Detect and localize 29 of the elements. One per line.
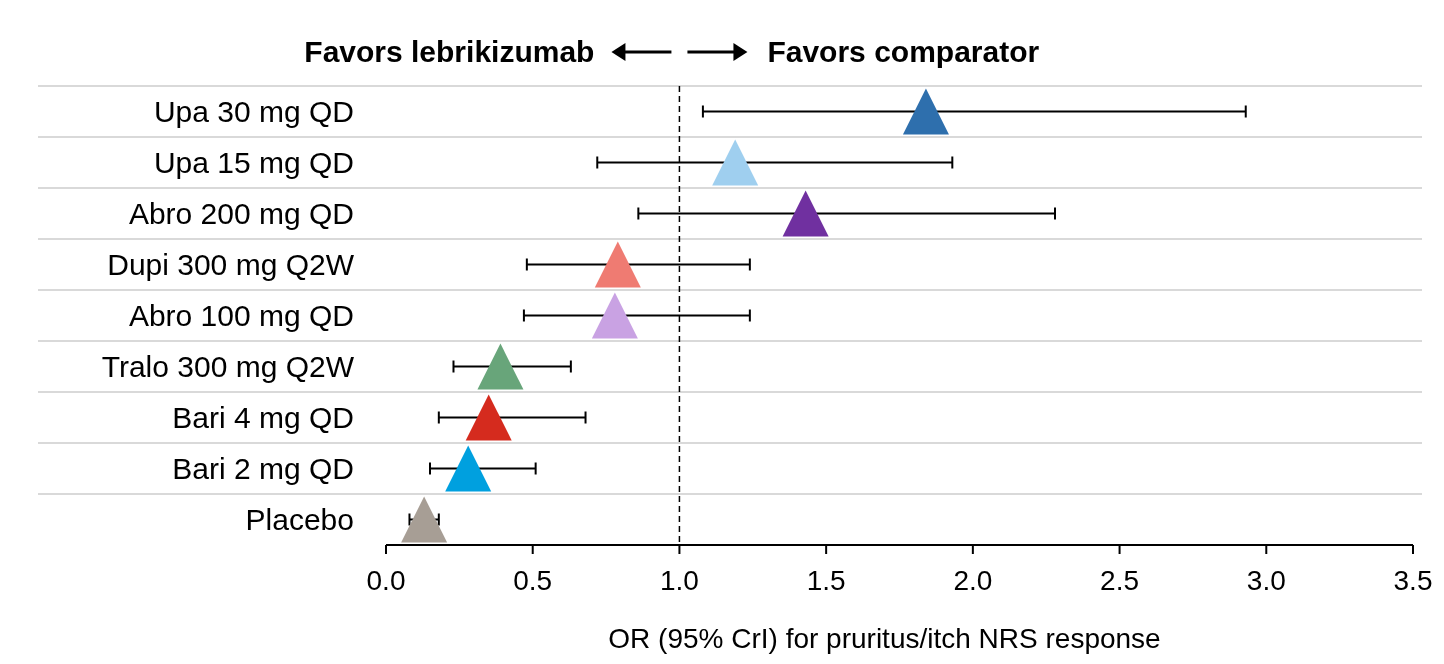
point	[465, 394, 512, 441]
x-tick-label: 0.5	[513, 565, 553, 596]
point	[477, 343, 524, 390]
point	[401, 496, 448, 543]
y-tick-label: Bari 4 mg QD	[172, 401, 354, 434]
text: Favors lebrikizumab	[304, 35, 595, 68]
y-tick-label: Tralo 300 mg Q2W	[101, 350, 355, 383]
y-tick-label: Upa 15 mg QD	[153, 146, 354, 179]
text: Favors comparator	[767, 35, 1040, 68]
point	[591, 292, 638, 339]
x-axis-title: OR (95% CrI) for pruritus/itch NRS response	[608, 623, 1161, 654]
y-tick-label: Placebo	[245, 503, 354, 536]
point	[902, 88, 949, 135]
y-tick-label: Upa 30 mg QD	[153, 95, 354, 128]
point	[782, 190, 829, 237]
x-tick-label: 0.0	[366, 565, 406, 596]
y-tick-label: Abro 100 mg QD	[128, 299, 354, 332]
x-tick-label: 1.0	[659, 565, 699, 596]
point	[445, 445, 492, 492]
x-tick-label: 3.0	[1246, 565, 1286, 596]
x-tick-label: 2.5	[1100, 565, 1140, 596]
point	[594, 241, 641, 288]
x-tick-label: 1.5	[806, 565, 846, 596]
y-tick-label: Abro 200 mg QD	[128, 197, 354, 230]
x-tick-label: 2.0	[953, 565, 993, 596]
x-tick-label: 3.5	[1393, 565, 1433, 596]
point	[712, 139, 759, 186]
y-tick-label: Dupi 300 mg Q2W	[107, 248, 355, 281]
y-tick-label: Bari 2 mg QD	[172, 452, 354, 485]
